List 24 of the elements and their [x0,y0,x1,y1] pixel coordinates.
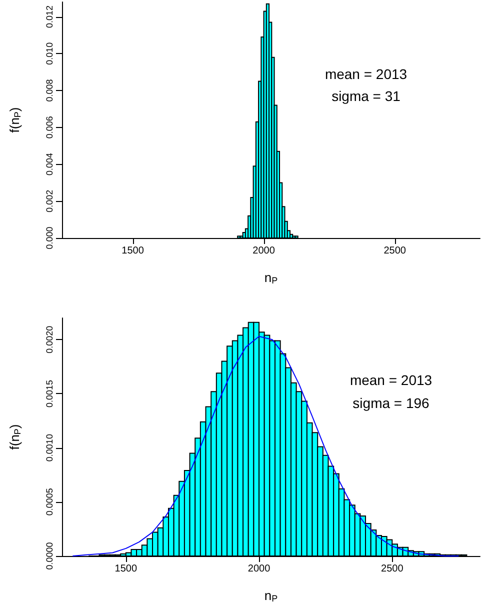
annotation: mean = 2013 [350,372,432,388]
x-tick-label: 1500 [114,564,138,574]
y-tick-label: 0.006 [44,116,54,139]
y-tick-label: 0.004 [44,152,54,176]
annotation: sigma = 196 [352,395,430,411]
annotation: sigma = 31 [332,88,401,104]
y-axis-title: f(nP) [7,424,22,450]
x-tick-label: 2000 [252,246,276,256]
y-tick-label: 0.0000 [44,542,54,570]
y-tick-label: 0.0005 [44,488,54,516]
x-tick-label: 2500 [384,246,406,256]
y-tick-label: 0.002 [44,190,54,212]
y-tick-label: 0.0020 [44,326,54,354]
y-tick-label: 0.0010 [44,434,54,462]
annotation: mean = 2013 [324,66,408,82]
y-tick-label: 0.010 [44,42,54,65]
y-axis-title: f(nP) [7,107,22,133]
y-tick-label: 0.000 [44,226,54,250]
x-tick-label: 2500 [381,564,404,574]
y-tick-label: 0.008 [44,79,54,102]
x-tick-label: 2000 [248,564,271,574]
y-tick-label: 0.0015 [44,380,54,408]
x-tick-label: 1500 [122,246,144,256]
y-tick-label: 0.012 [44,5,54,28]
